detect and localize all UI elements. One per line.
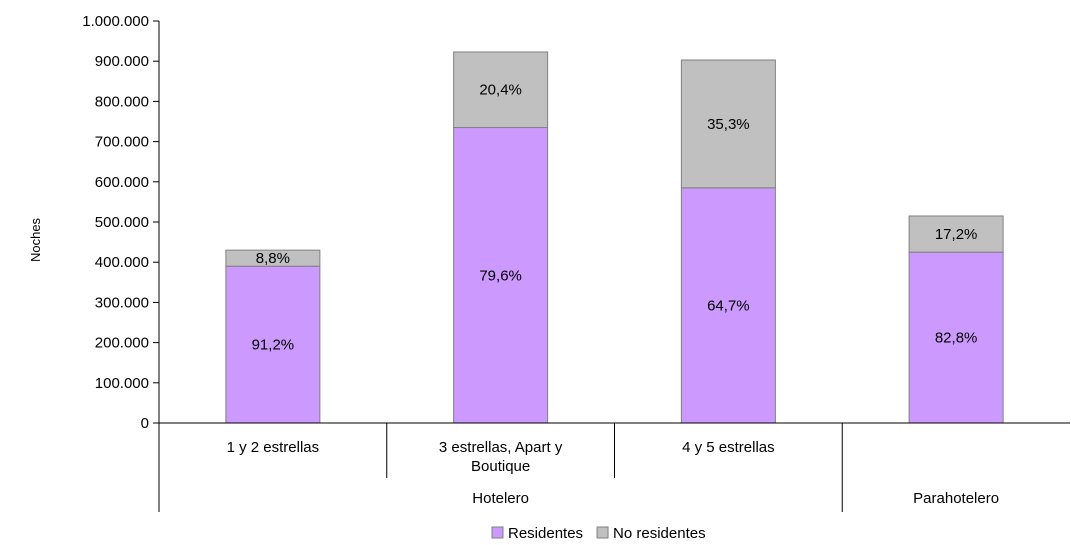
x-group-label: Hotelero — [472, 490, 529, 507]
legend-entry: Residentes — [508, 525, 583, 542]
bar-no-residentes — [225, 249, 321, 267]
data-label: 17,2% — [935, 226, 978, 243]
y-tick-label: 500.000 — [95, 214, 149, 231]
data-label: 82,8% — [935, 330, 978, 347]
legend-swatch — [491, 526, 504, 539]
y-tick-label: 800.000 — [95, 93, 149, 110]
y-tick-label: 1.000.000 — [82, 13, 149, 30]
y-tick-label: 400.000 — [95, 254, 149, 271]
y-tick-label: 700.000 — [95, 134, 149, 151]
bar-no-residentes — [908, 215, 1004, 253]
legend-swatch — [596, 526, 609, 539]
y-tick-label: 0 — [141, 415, 149, 432]
bar-no-residentes — [680, 59, 776, 189]
y-tick-label: 100.000 — [95, 375, 149, 392]
bars: 91,2% 8,8% 79,6% 20,4% 64,7% 35,3% 82,8% 17,2% — [225, 51, 1004, 424]
data-label: 20,4% — [479, 82, 522, 99]
data-label: 79,6% — [479, 267, 522, 284]
y-axis: 0 100.000 200.000 300.000 400.000 500.000 600.… — [82, 13, 160, 432]
y-tick-label: 600.000 — [95, 174, 149, 191]
data-label: 91,2% — [252, 337, 295, 354]
bar-residentes — [225, 265, 321, 424]
y-axis-label: Noches — [28, 217, 43, 262]
x-category-label: 1 y 2 estrellas — [227, 439, 320, 456]
bar-no-residentes — [453, 51, 549, 129]
x-axis: 1 y 2 estrellas 3 estrellas, Apart y Bouti… — [158, 422, 1070, 512]
data-label: 35,3% — [707, 116, 750, 133]
y-tick-label: 300.000 — [95, 294, 149, 311]
y-tick-label: 200.000 — [95, 335, 149, 352]
data-label: 8,8% — [256, 250, 290, 267]
bar-residentes — [453, 127, 549, 424]
bar-residentes — [680, 187, 776, 424]
y-tick-label: 900.000 — [95, 53, 149, 70]
x-group-label: Parahotelero — [913, 490, 999, 507]
data-label: 64,7% — [707, 297, 750, 314]
x-category-label: 4 y 5 estrellas — [682, 439, 775, 456]
legend-entry: No residentes — [613, 525, 706, 542]
bar-residentes — [908, 251, 1004, 424]
x-category-label: 3 estrellas, Apart y — [439, 439, 563, 456]
x-category-label: Boutique — [471, 458, 530, 475]
legend: Residentes No residentes — [491, 525, 706, 542]
